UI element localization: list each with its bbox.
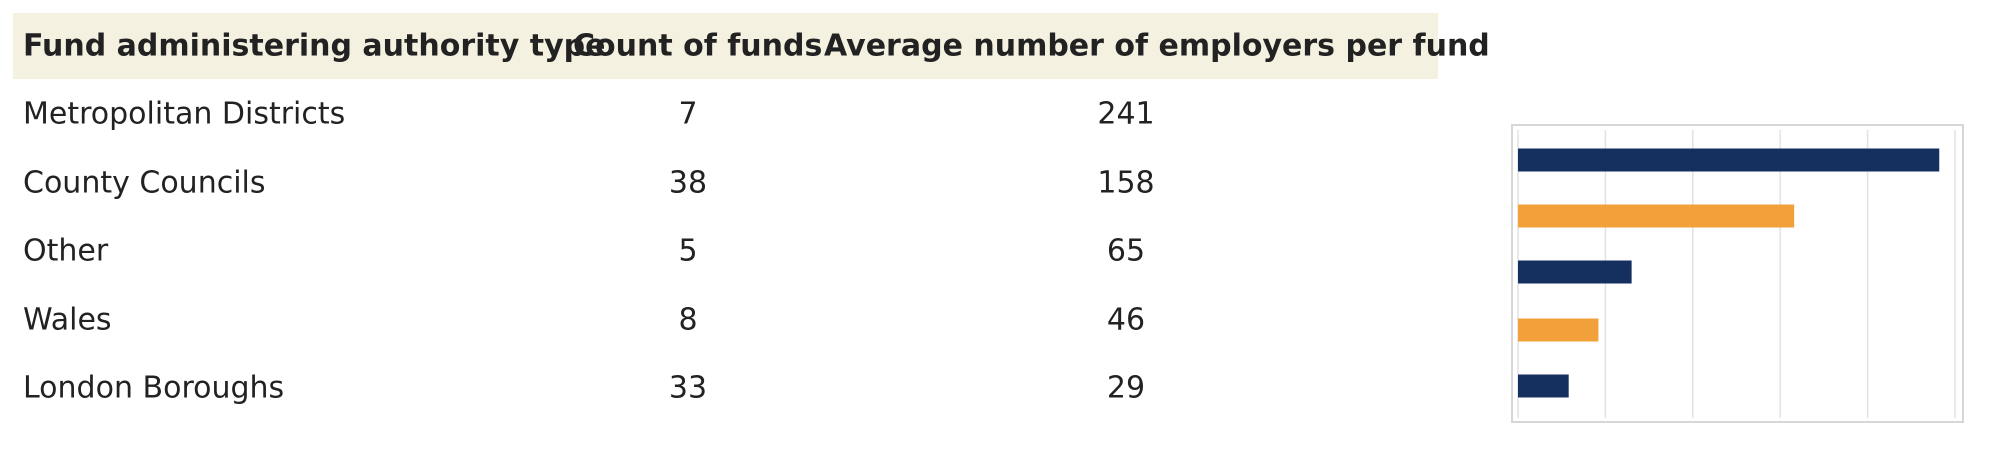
header-cell: Fund administering authority type <box>23 29 605 64</box>
header-cell: Average number of employers per fund <box>824 29 1490 64</box>
row-label: Wales <box>23 303 112 338</box>
header-band <box>13 13 1438 79</box>
average-cell: 65 <box>1107 234 1145 269</box>
row-label: Metropolitan Districts <box>23 97 345 132</box>
average-cell: 158 <box>1097 166 1154 201</box>
bar <box>1518 204 1795 228</box>
bar <box>1518 318 1599 342</box>
count-cell: 33 <box>669 371 707 406</box>
header-cell: Count of funds <box>573 29 822 64</box>
average-cell: 29 <box>1107 371 1145 406</box>
bar <box>1518 260 1632 284</box>
count-cell: 5 <box>678 234 697 269</box>
row-label: London Boroughs <box>23 371 284 406</box>
bar <box>1518 374 1569 398</box>
average-cell: 241 <box>1097 97 1154 132</box>
count-cell: 7 <box>678 97 697 132</box>
row-label: County Councils <box>23 166 266 201</box>
bar <box>1518 148 1940 172</box>
row-label: Other <box>23 234 109 269</box>
chart-frame <box>1511 124 1964 423</box>
average-cell: 46 <box>1107 303 1145 338</box>
count-cell: 8 <box>678 303 697 338</box>
count-cell: 38 <box>669 166 707 201</box>
